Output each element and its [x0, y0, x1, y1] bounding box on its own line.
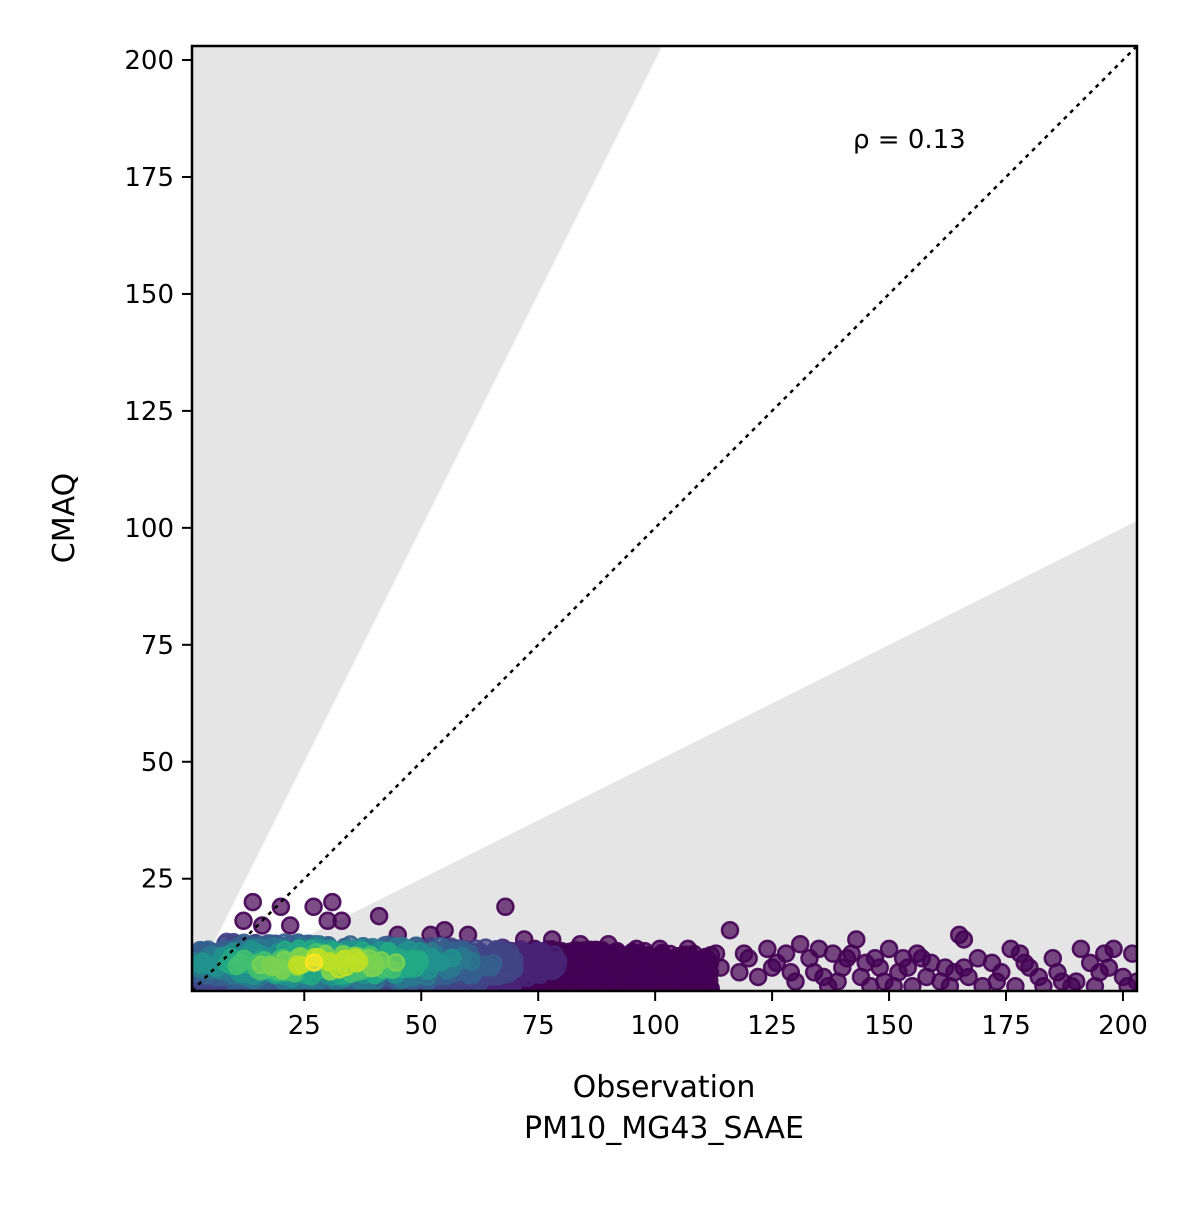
shaded-region-lower [196, 520, 1137, 991]
y-tick-label: 50 [141, 748, 174, 778]
y-axis: 25 50 75 100 125 150 175 200 [124, 46, 192, 895]
data-point [781, 963, 801, 982]
data-point [1127, 972, 1137, 991]
data-point [365, 958, 384, 977]
data-point [349, 951, 369, 971]
y-tick-label: 100 [124, 514, 174, 544]
data-point [912, 949, 932, 968]
x-tick-label: 200 [1098, 1011, 1148, 1041]
x-tick-label: 100 [630, 1011, 680, 1041]
data-point [987, 972, 1006, 991]
data-point [234, 911, 253, 931]
data-point [739, 949, 758, 968]
data-point [790, 934, 810, 954]
data-point [243, 892, 263, 912]
data-point [369, 906, 389, 926]
data-point [762, 958, 782, 977]
data-point [842, 944, 861, 963]
data-point [1066, 972, 1086, 991]
data-point [319, 953, 339, 972]
data-point [1104, 939, 1123, 959]
x-tick-label: 50 [405, 1011, 438, 1041]
x-tick-label: 175 [981, 1011, 1031, 1041]
x-tick-label: 25 [288, 1011, 321, 1041]
data-point [496, 897, 515, 917]
x-axis-sublabel: PM10_MG43_SAAE [524, 1111, 804, 1146]
data-point [271, 897, 291, 917]
data-point [1034, 977, 1053, 991]
y-tick-label: 25 [141, 865, 174, 895]
y-axis-label: CMAQ [47, 473, 82, 563]
y-tick-label: 125 [124, 397, 174, 427]
x-tick-label: 75 [522, 1011, 555, 1041]
data-point [884, 977, 903, 991]
data-point [898, 958, 918, 977]
x-axis: 25 50 75 100 125 150 175 200 [288, 991, 1148, 1041]
x-tick-label: 125 [747, 1011, 797, 1041]
plot-area [192, 46, 1137, 991]
data-point [386, 953, 406, 972]
y-tick-label: 75 [141, 631, 174, 661]
data-point [748, 967, 768, 987]
data-point [435, 920, 454, 940]
data-point [828, 972, 847, 991]
x-axis-label: Observation [573, 1070, 756, 1105]
data-point [462, 952, 481, 971]
correlation-annotation: ρ = 0.13 [853, 125, 966, 155]
data-point [1099, 958, 1119, 977]
data-point [1048, 963, 1067, 982]
data-point [730, 963, 749, 982]
plot-frame [190, 44, 1139, 993]
y-tick-label: 150 [124, 280, 174, 310]
y-tick-label: 200 [124, 46, 174, 76]
data-point [1015, 953, 1034, 973]
y-tick-label: 175 [124, 163, 174, 193]
data-point [758, 939, 777, 959]
data-point [1123, 944, 1137, 963]
data-point [940, 977, 960, 991]
data-point [280, 916, 300, 935]
data-point [903, 977, 922, 991]
data-point [261, 955, 280, 975]
data-point [954, 930, 974, 949]
data-point [720, 920, 740, 940]
data-point [1071, 939, 1091, 959]
data-point [332, 911, 351, 931]
data-point [252, 916, 272, 935]
data-point [800, 949, 819, 968]
data-point [410, 953, 429, 972]
data-point [323, 892, 342, 912]
data-point [1085, 977, 1105, 991]
data-point [1006, 977, 1025, 991]
x-tick-label: 150 [864, 1011, 914, 1041]
data-point [304, 897, 323, 917]
data-point [304, 953, 324, 972]
data-point [954, 958, 974, 977]
data-point [879, 939, 899, 959]
one-to-one-line [192, 46, 1137, 991]
shaded-region-upper [192, 46, 663, 987]
data-point [865, 949, 885, 968]
